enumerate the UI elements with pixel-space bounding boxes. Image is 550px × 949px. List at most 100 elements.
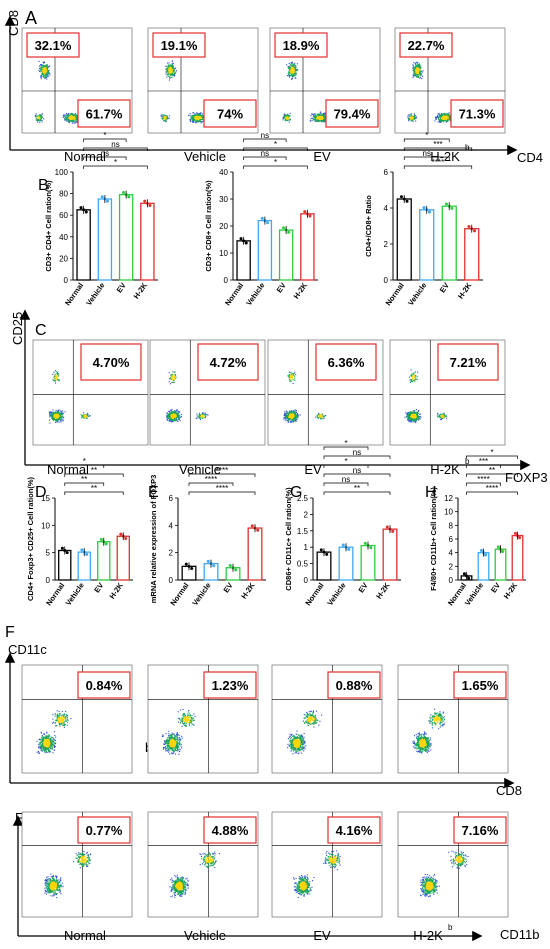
- ylabel-e: mRNA relative expression of FOXP3: [149, 475, 158, 604]
- ytick-d-3: 15: [41, 494, 50, 503]
- rowc-value-2: 4.72%: [210, 355, 247, 370]
- ytick-g-0: 0: [304, 576, 309, 585]
- rowf2-group-label-4: H-2K: [413, 928, 443, 943]
- point-b2-4-2: [308, 214, 312, 218]
- sig-b-3: ns: [111, 140, 119, 149]
- point-d-2-0: [80, 548, 84, 552]
- point-b2-2-0: [260, 216, 264, 220]
- point-e-3-2: [234, 568, 238, 572]
- ytick-b-4: 80: [59, 190, 68, 199]
- point-b-4-0: [143, 199, 147, 203]
- xtick-b2-2: Vehicle: [244, 281, 266, 307]
- sig-g-3: ns: [353, 466, 361, 475]
- rowf2-x-axis-label: CD11b: [500, 927, 540, 942]
- point-d-1-0: [60, 546, 64, 550]
- bar-d-4: [116, 535, 130, 581]
- ytick-d-1: 5: [46, 549, 51, 558]
- point-b3-2-0: [422, 206, 426, 210]
- rowf1-value-3: 0.88%: [336, 678, 373, 693]
- xtick-e-4: H-2K: [239, 581, 257, 601]
- bar-d-1: [58, 549, 72, 581]
- point-g-4-0: [385, 525, 389, 529]
- point-g-1-2: [325, 552, 329, 556]
- rowc-value-1: 4.70%: [93, 355, 130, 370]
- bar-b3-4: [464, 228, 480, 281]
- rowa-group-label-1: Normal: [64, 149, 106, 164]
- point-h-1-2: [467, 576, 471, 580]
- ytick-h-3: 6: [449, 535, 454, 544]
- point-d-2-2: [85, 552, 89, 556]
- ylabel-d: CD4+ Foxp3+ CD25+ Cell ration(%): [26, 477, 35, 601]
- bar-b-3: [118, 194, 134, 281]
- rowa-top-value-3: 18.9%: [283, 38, 320, 53]
- rowa-x-axis-label: CD4: [517, 150, 543, 165]
- ytick-h-0: 0: [449, 576, 454, 585]
- sig-g-1: **: [354, 484, 360, 493]
- bar-b2-1: [236, 240, 251, 281]
- xtick-g-3: EV: [357, 581, 370, 594]
- xtick-b3-4: H-2K: [456, 281, 474, 301]
- point-h-3-0: [496, 545, 500, 549]
- point-h-2-0: [479, 548, 483, 552]
- point-d-4-0: [119, 532, 123, 536]
- rowa-bottom-value-2-box: [203, 99, 257, 128]
- rowa-bottom-value-3-box: [325, 99, 379, 128]
- rowf2-value-1: 0.77%: [86, 823, 123, 838]
- ytick-b-3: 60: [59, 211, 68, 220]
- rowa-top-value-4: 22.7%: [408, 38, 445, 53]
- rowa-top-value-2: 19.1%: [161, 38, 198, 53]
- rowa-group-label-2: Vehicle: [184, 149, 226, 164]
- ytick-g-2: 1: [304, 543, 309, 552]
- rowa-group-sup: b: [465, 143, 470, 152]
- rowf2-value-4-box: [453, 816, 507, 844]
- ytick-b-0: 0: [64, 276, 69, 285]
- ylabel-b3: CD4+/CD8+ Ratio: [364, 195, 373, 257]
- ytick-b-1: 20: [59, 254, 68, 263]
- ylabel-h: F4/80+ CD11b+ Cell ration(%): [429, 487, 438, 591]
- point-b-1-2: [84, 210, 88, 214]
- point-b3-4-2: [473, 229, 477, 233]
- ytick-g-3: 1.5: [297, 527, 309, 536]
- bar-b2-2: [257, 219, 273, 281]
- sig-b-1: *: [114, 158, 117, 167]
- ytick-b2-1: 10: [219, 249, 228, 258]
- rowf1-value-3-box: [327, 671, 381, 699]
- xtick-h-3: EV: [489, 581, 502, 594]
- sig-b-2: ns: [101, 149, 109, 158]
- rowa-bottom-value-4-box: [450, 99, 504, 128]
- rowa-group-label-3: EV: [313, 149, 331, 164]
- bar-g-3: [360, 544, 376, 581]
- rowa-group-label-4: H-2K: [430, 149, 460, 164]
- bar-b-4: [140, 202, 155, 281]
- sig-g-4: *: [344, 457, 347, 466]
- point-e-1-0: [184, 562, 188, 566]
- ytick-g-5: 2.5: [297, 494, 309, 503]
- sig-b2-1: *: [274, 158, 277, 167]
- bar-e-4: [247, 527, 263, 581]
- sig-b3-3: ***: [433, 140, 442, 149]
- point-h-4-2: [518, 536, 522, 540]
- ytick-h-5: 10: [444, 508, 453, 517]
- point-e-3-0: [228, 564, 232, 567]
- sig-b3-1: ****: [432, 158, 444, 167]
- rowf1-plot-2: [147, 664, 259, 774]
- point-b3-1-2: [405, 199, 409, 203]
- ytick-e-1: 2: [169, 549, 174, 558]
- sig-b-4: *: [103, 131, 106, 140]
- panel-letter-h: H: [425, 484, 437, 501]
- xtick-g-4: H-2K: [374, 581, 392, 601]
- point-b-3-2: [127, 195, 131, 199]
- ytick-b3-1: 2: [384, 240, 389, 249]
- rowc-group-label-3: EV: [304, 462, 322, 477]
- point-h-3-2: [501, 549, 505, 553]
- sig-h-3: **: [489, 466, 495, 475]
- rowa-bottom-value-4: 71.3%: [459, 107, 496, 122]
- sig-d-2: **: [81, 475, 87, 484]
- ytick-b3-3: 6: [384, 168, 389, 177]
- xtick-b-4: H-2K: [132, 281, 150, 301]
- sig-h-5: *: [490, 448, 493, 457]
- rowf1-value-4: 1.65%: [462, 678, 499, 693]
- sig-d-1: **: [91, 484, 97, 493]
- ytick-g-1: 0.5: [297, 560, 309, 569]
